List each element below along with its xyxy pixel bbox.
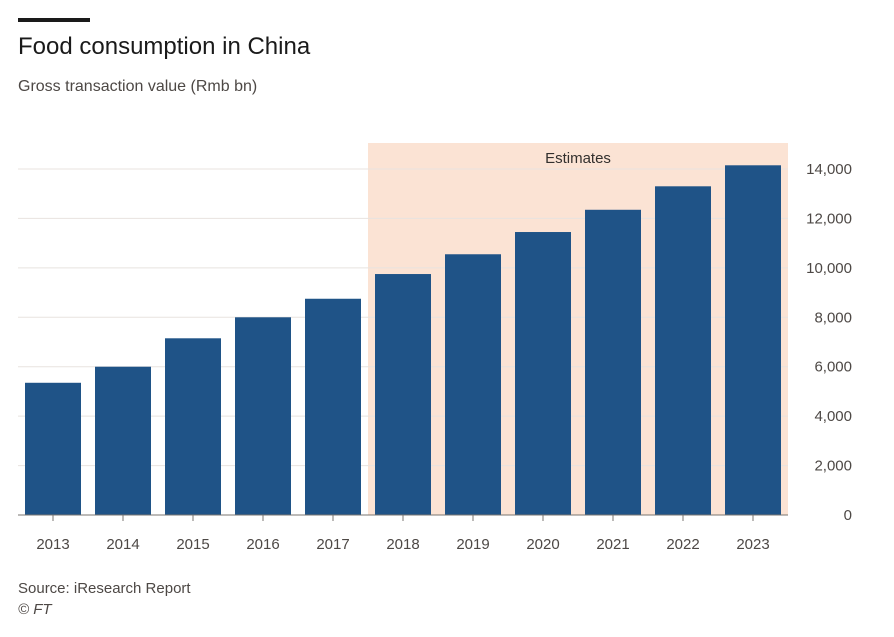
ft-top-rule xyxy=(18,18,90,22)
y-tick-label: 4,000 xyxy=(814,408,852,425)
y-tick-label: 6,000 xyxy=(814,359,852,376)
copyright-note: © FT xyxy=(18,601,52,618)
x-tick-label: 2022 xyxy=(666,536,699,553)
chart-title: Food consumption in China xyxy=(18,33,311,60)
x-tick-label: 2016 xyxy=(246,536,279,553)
bar-2021 xyxy=(585,209,641,515)
chart-subtitle: Gross transaction value (Rmb bn) xyxy=(18,78,258,95)
bar-2020 xyxy=(515,232,571,515)
y-tick-label: 12,000 xyxy=(806,210,852,227)
y-tick-label: 10,000 xyxy=(806,260,852,277)
estimates-band xyxy=(368,143,788,515)
y-tick-label: 2,000 xyxy=(814,458,852,475)
x-tick-label: 2021 xyxy=(596,536,629,553)
x-tick-label: 2017 xyxy=(316,536,349,553)
bar-2022 xyxy=(655,186,711,516)
bar-2019 xyxy=(445,254,501,515)
x-tick-label: 2019 xyxy=(456,536,489,553)
bar-2017 xyxy=(305,298,361,515)
bar-2018 xyxy=(375,274,431,515)
x-tick-label: 2015 xyxy=(176,536,209,553)
y-tick-label: 0 xyxy=(844,507,852,524)
bar-2023 xyxy=(725,165,781,516)
x-tick-label: 2018 xyxy=(386,536,419,553)
source-note: Source: iResearch Report xyxy=(18,580,191,597)
x-tick-label: 2014 xyxy=(106,536,139,553)
bar-2015 xyxy=(165,338,221,515)
y-tick-label: 8,000 xyxy=(814,309,852,326)
x-tick-label: 2020 xyxy=(526,536,559,553)
estimates-label: Estimates xyxy=(545,150,611,167)
bar-2014 xyxy=(95,366,151,515)
x-tick-label: 2013 xyxy=(36,536,69,553)
x-tick-label: 2023 xyxy=(736,536,769,553)
bar-2016 xyxy=(235,317,291,515)
bar-2013 xyxy=(25,382,81,515)
y-tick-label: 14,000 xyxy=(806,161,852,178)
